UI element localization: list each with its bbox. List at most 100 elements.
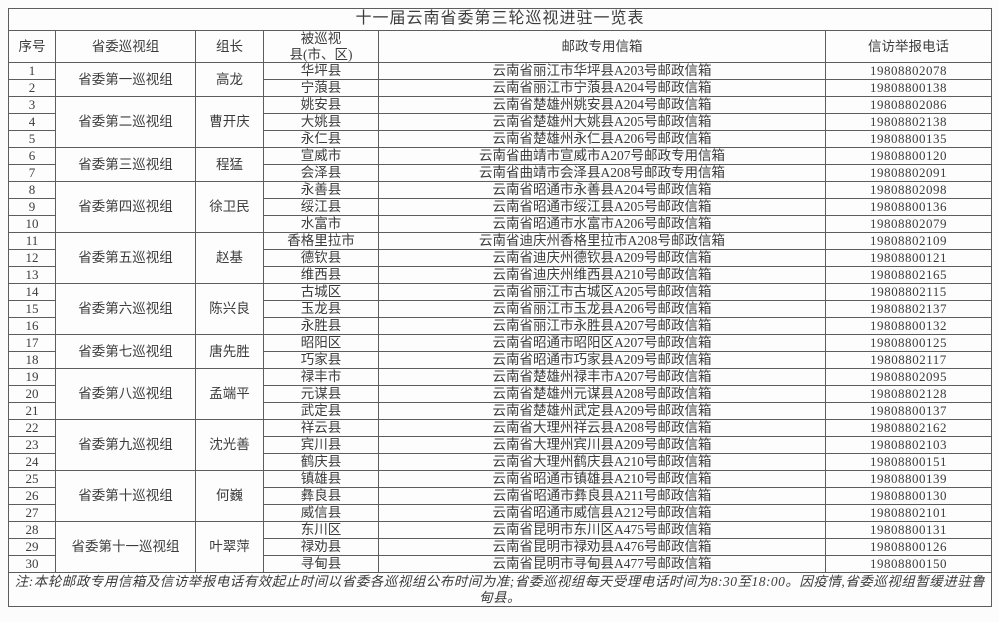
row-number-cell: 11 (8, 232, 56, 251)
row-number-cell: 26 (8, 487, 56, 506)
mailbox-cell: 云南省曲靖市宣威市A207号邮政专用信箱 (378, 147, 826, 166)
mailbox-cell: 云南省昭通市威信县A212号邮政信箱 (378, 504, 826, 523)
mailbox-cell: 云南省丽江市永胜县A207号邮政信箱 (378, 317, 826, 336)
county-cell: 大姚县 (263, 113, 379, 132)
group-leader-cell: 沈光善 (195, 419, 264, 472)
group-name-cell: 省委第六巡视组 (55, 283, 196, 336)
group-name-cell: 省委第一巡视组 (55, 62, 196, 98)
table-row: 21 武定县 云南省楚雄州武定县A209号邮政信箱 19808800137 (8, 402, 993, 421)
mailbox-cell: 云南省丽江市玉龙县A206号邮政信箱 (378, 300, 826, 319)
county-cell: 威信县 (263, 504, 379, 523)
table-row: 12 德钦县 云南省迪庆州德钦县A209号邮政信箱 19808800121 (8, 249, 993, 268)
group-name-cell: 省委第八巡视组 (55, 368, 196, 421)
group-leader-cell: 赵基 (195, 232, 264, 285)
table-row: 30 寻甸县 云南省昆明市寻甸县A477号邮政信箱 19808800150 (8, 555, 993, 574)
table-row: 22 省委第九巡视组 沈光善 祥云县 云南省大理州祥云县A208号邮政信箱 1980880… (8, 419, 993, 472)
inspection-table-body: 1 省委第一巡视组 高龙 华坪县 云南省丽江市华坪县A203号邮政信箱 198088020… (8, 62, 993, 574)
mailbox-cell: 云南省楚雄州姚安县A204号邮政信箱 (378, 96, 826, 115)
county-cell: 永胜县 (263, 317, 379, 336)
row-number-cell: 19 (8, 368, 56, 387)
phone-cell: 19808800132 (824, 317, 993, 336)
row-number-cell: 2 (8, 79, 56, 98)
row-number-cell: 27 (8, 504, 56, 523)
row-number-cell: 5 (8, 130, 56, 149)
county-cell: 维西县 (263, 266, 379, 285)
table-row: 6 省委第三巡视组 程猛 宣威市 云南省曲靖市宣威市A207号邮政专用信箱 1980880… (8, 147, 993, 183)
phone-cell: 19808800135 (824, 130, 993, 149)
county-cell: 禄劝县 (263, 538, 379, 557)
note-row: 注:本轮邮政专用信箱及信访举报电话有效起止时间以省委各巡视组公布时间为准;省委巡… (7, 572, 993, 608)
row-number-cell: 20 (8, 385, 56, 404)
mailbox-cell: 云南省昆明市寻甸县A477号邮政信箱 (378, 555, 826, 574)
group-name-cell: 省委第四巡视组 (55, 181, 196, 234)
group-name-cell: 省委第十巡视组 (55, 470, 196, 523)
mailbox-cell: 云南省大理州祥云县A208号邮政信箱 (378, 419, 826, 438)
header-row: 序号 省委巡视组 组长 被巡视 县(市、区) 邮政专用信箱 信访举报电话 (8, 29, 993, 64)
row-number-cell: 23 (8, 436, 56, 455)
mailbox-cell: 云南省楚雄州大姚县A205号邮政信箱 (378, 113, 826, 132)
group-leader-cell: 何巍 (195, 470, 264, 523)
mailbox-cell: 云南省昭通市镇雄县A210号邮政信箱 (378, 470, 826, 489)
table-row: 1 省委第一巡视组 高龙 华坪县 云南省丽江市华坪县A203号邮政信箱 198088020… (8, 62, 993, 98)
phone-cell: 19808800137 (824, 402, 993, 421)
row-number-cell: 25 (8, 470, 56, 489)
group-name-cell: 省委第五巡视组 (55, 232, 196, 285)
phone-cell: 19808802095 (824, 368, 993, 387)
table-row: 8 省委第四巡视组 徐卫民 永善县 云南省昭通市永善县A204号邮政信箱 19808802… (8, 181, 993, 234)
mailbox-cell: 云南省楚雄州元谋县A208号邮政信箱 (378, 385, 826, 404)
table-row: 9 绥江县 云南省昭通市绥江县A205号邮政信箱 19808800136 (8, 198, 993, 217)
phone-cell: 19808802103 (824, 436, 993, 455)
county-cell: 元谋县 (263, 385, 379, 404)
mailbox-cell: 云南省迪庆州香格里拉市A208号邮政信箱 (378, 232, 826, 251)
phone-cell: 19808800125 (824, 334, 993, 353)
mailbox-cell: 云南省楚雄州禄丰市A207号邮政信箱 (378, 368, 826, 387)
mailbox-cell: 云南省丽江市宁蒗县A204号邮政信箱 (378, 79, 826, 98)
row-number-cell: 22 (8, 419, 56, 438)
group-leader-cell: 陈兴良 (195, 283, 264, 336)
col-header-phone: 信访举报电话 (824, 29, 993, 64)
mailbox-cell: 云南省丽江市华坪县A203号邮政信箱 (378, 62, 826, 81)
phone-cell: 19808802079 (824, 215, 993, 234)
table-row: 26 彝良县 云南省昭通市彝良县A211号邮政信箱 19808800130 (8, 487, 993, 506)
phone-cell: 19808802128 (824, 385, 993, 404)
phone-cell: 19808802098 (824, 181, 993, 200)
phone-cell: 19808800130 (824, 487, 993, 506)
mailbox-cell: 云南省昭通市绥江县A205号邮政信箱 (378, 198, 826, 217)
group-name-cell: 省委第七巡视组 (55, 334, 196, 370)
col-header-group: 省委巡视组 (55, 29, 196, 64)
inspection-table: 十一届云南省委第三轮巡视进驻一览表 序号 省委巡视组 组长 被巡视 县(市、区)… (7, 8, 993, 608)
table-row: 11 省委第五巡视组 赵基 香格里拉市 云南省迪庆州香格里拉市A208号邮政信箱 1980… (8, 232, 993, 285)
row-number-cell: 1 (8, 62, 56, 81)
group-name-cell: 省委第三巡视组 (55, 147, 196, 183)
row-number-cell: 8 (8, 181, 56, 200)
county-cell: 华坪县 (263, 62, 379, 81)
phone-cell: 19808800139 (824, 470, 993, 489)
phone-cell: 19808802078 (824, 62, 993, 81)
table-row: 3 省委第二巡视组 曹开庆 姚安县 云南省楚雄州姚安县A204号邮政信箱 19808802… (8, 96, 993, 149)
county-cell: 德钦县 (263, 249, 379, 268)
phone-cell: 19808802117 (824, 351, 993, 370)
county-cell: 会泽县 (263, 164, 379, 183)
mailbox-cell: 云南省楚雄州武定县A209号邮政信箱 (378, 402, 826, 421)
county-cell: 永仁县 (263, 130, 379, 149)
row-number-cell: 28 (8, 521, 56, 540)
group-name-cell: 省委第九巡视组 (55, 419, 196, 472)
phone-cell: 19808802138 (824, 113, 993, 132)
row-number-cell: 17 (8, 334, 56, 353)
phone-cell: 19808800120 (824, 147, 993, 166)
county-cell: 绥江县 (263, 198, 379, 217)
col-header-serial: 序号 (8, 29, 56, 64)
row-number-cell: 6 (8, 147, 56, 166)
county-cell: 宾川县 (263, 436, 379, 455)
phone-cell: 19808802137 (824, 300, 993, 319)
group-leader-cell: 曹开庆 (195, 96, 264, 149)
table-row: 7 会泽县 云南省曲靖市会泽县A208号邮政专用信箱 19808802091 (8, 164, 993, 183)
county-cell: 彝良县 (263, 487, 379, 506)
phone-cell: 19808802109 (824, 232, 993, 251)
row-number-cell: 18 (8, 351, 56, 370)
county-cell: 永善县 (263, 181, 379, 200)
mailbox-cell: 云南省昭通市永善县A204号邮政信箱 (378, 181, 826, 200)
mailbox-cell: 云南省迪庆州维西县A210号邮政信箱 (378, 266, 826, 285)
row-number-cell: 30 (8, 555, 56, 574)
